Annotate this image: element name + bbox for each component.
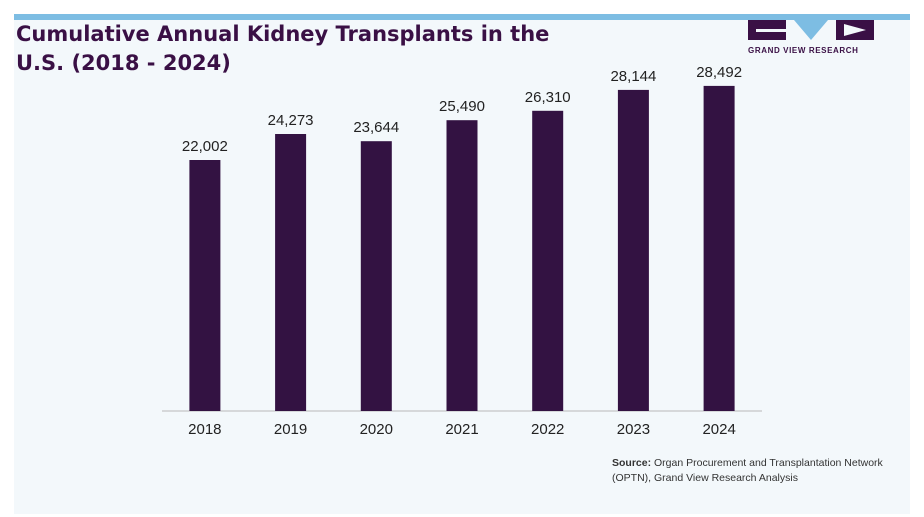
data-label-2022: 26,310 (525, 89, 571, 106)
data-label-2021: 25,490 (439, 98, 485, 115)
x-tick-label-2019: 2019 (274, 421, 307, 438)
bar-2022 (532, 110, 564, 412)
x-tick-label-2021: 2021 (445, 421, 478, 438)
logo-block-left (748, 20, 786, 40)
logo-block-right (836, 20, 874, 40)
bar-2024 (703, 85, 735, 412)
data-label-2018: 22,002 (182, 138, 228, 155)
data-label-2024: 28,492 (696, 64, 742, 81)
bar-2020 (360, 141, 392, 411)
source-text: Organ Procurement and Transplantation Ne… (612, 457, 883, 484)
chart-title: Cumulative Annual Kidney Transplants in … (16, 20, 616, 78)
bar-2019 (275, 134, 307, 411)
x-tick-label-2020: 2020 (360, 421, 393, 438)
title-line-2: U.S. (2018 - 2024) (16, 51, 231, 75)
brand-logo: GRAND VIEW RESEARCH (748, 20, 878, 60)
x-tick-label-2024: 2024 (702, 421, 735, 438)
logo-mark (748, 20, 878, 40)
logo-block-middle (794, 20, 828, 40)
source-note: Source: Organ Procurement and Transplant… (612, 456, 892, 486)
x-tick-label-2023: 2023 (617, 421, 650, 438)
x-tick-label-2018: 2018 (188, 421, 221, 438)
data-label-2023: 28,144 (610, 68, 656, 85)
bar-2018 (189, 160, 221, 411)
x-tick-label-2022: 2022 (531, 421, 564, 438)
bar-2021 (446, 120, 478, 411)
data-label-2020: 23,644 (353, 119, 399, 136)
data-label-2019: 24,273 (268, 112, 314, 129)
logo-text: GRAND VIEW RESEARCH (748, 46, 859, 55)
title-line-1: Cumulative Annual Kidney Transplants in … (16, 22, 550, 46)
source-label: Source: (612, 457, 652, 469)
bar-2023 (617, 89, 649, 412)
